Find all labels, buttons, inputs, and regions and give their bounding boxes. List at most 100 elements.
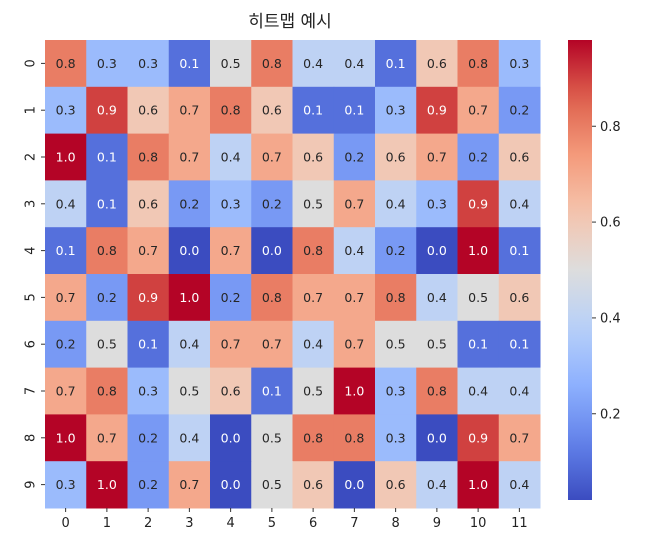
x-tick-label: 9: [433, 516, 441, 531]
heatmap-cell: [168, 461, 211, 509]
heatmap-cell: [416, 461, 458, 509]
cell-value-label: 0.8: [262, 290, 282, 305]
heatmap-cell: [45, 133, 87, 181]
heatmap-cell: [457, 86, 500, 135]
heatmap-cell: [45, 367, 87, 415]
cell-value-label: 0.4: [56, 196, 76, 211]
cell-value-label: 0.4: [344, 56, 364, 71]
heatmap-cell: [333, 227, 376, 275]
cell-value-label: 0.5: [97, 337, 117, 352]
cell-value-label: 0.4: [344, 243, 364, 258]
cell-value-label: 0.1: [468, 337, 488, 352]
heatmap-cell: [251, 274, 293, 322]
cell-value-label: 0.3: [138, 56, 158, 71]
cell-value-label: 0.8: [221, 103, 241, 118]
heatmap-cell: [210, 274, 252, 322]
cell-value-label: 0.6: [427, 56, 447, 71]
colorbar-tick-label: 0.2: [600, 407, 621, 422]
heatmap-cell: [457, 133, 500, 181]
cell-value-label: 0.7: [468, 103, 488, 118]
chart-title: 히트맵 예시: [248, 12, 332, 32]
heatmap-cell: [333, 133, 376, 181]
cell-value-label: 0.2: [468, 150, 488, 165]
y-tick-label: 0: [24, 59, 39, 67]
heatmap-cell: [457, 180, 500, 228]
heatmap-cell: [86, 320, 128, 369]
heatmap-cell: [416, 227, 458, 275]
cell-value-label: 0.4: [509, 384, 529, 399]
cell-value-label: 0.4: [179, 430, 199, 445]
heatmap-cell: [375, 367, 417, 415]
heatmap-cell: [168, 274, 211, 322]
cell-value-label: 0.7: [427, 150, 447, 165]
heatmap-cell: [457, 274, 500, 322]
heatmap-cell: [416, 180, 458, 228]
cell-value-label: 0.5: [427, 337, 447, 352]
heatmap-cell: [333, 414, 376, 462]
heatmap-cell: [375, 40, 417, 88]
heatmap-cell: [457, 461, 500, 509]
heatmap-cell: [45, 320, 87, 369]
heatmap-cell: [292, 40, 335, 88]
cell-value-label: 0.4: [303, 337, 323, 352]
heatmap-cell: [416, 414, 458, 462]
cell-value-label: 0.0: [344, 477, 364, 492]
cell-value-label: 0.6: [386, 150, 406, 165]
cell-value-label: 0.4: [221, 150, 241, 165]
heatmap-cell: [292, 227, 335, 275]
heatmap-cell: [168, 133, 211, 181]
y-tick-label: 4: [24, 246, 39, 254]
cell-value-label: 0.2: [509, 103, 529, 118]
cell-value-label: 0.5: [179, 384, 199, 399]
cell-value-label: 0.3: [386, 430, 406, 445]
heatmap-cell: [127, 414, 170, 462]
cell-value-label: 0.9: [427, 103, 447, 118]
y-tick-label: 6: [24, 340, 39, 348]
heatmap-cell: [333, 367, 376, 415]
heatmap-cell: [168, 86, 211, 135]
cell-value-label: 1.0: [56, 430, 76, 445]
heatmap-cell: [375, 180, 417, 228]
heatmap-cell: [375, 414, 417, 462]
cell-value-label: 0.7: [509, 430, 529, 445]
cell-value-label: 0.8: [97, 384, 117, 399]
heatmap-cell: [86, 86, 128, 135]
cell-value-label: 0.0: [221, 477, 241, 492]
cell-value-label: 0.5: [262, 430, 282, 445]
cell-value-label: 0.5: [386, 337, 406, 352]
heatmap-cell: [498, 461, 541, 509]
heatmap-cell: [375, 320, 417, 369]
cell-value-label: 0.9: [138, 290, 158, 305]
cell-value-label: 0.9: [468, 430, 488, 445]
heatmap-cell: [127, 86, 170, 135]
cell-value-label: 0.1: [262, 384, 282, 399]
heatmap-cell: [375, 461, 417, 509]
cell-value-label: 0.3: [386, 103, 406, 118]
heatmap-cell: [127, 274, 170, 322]
cell-value-label: 0.3: [56, 103, 76, 118]
cell-value-label: 0.6: [386, 477, 406, 492]
heatmap-cell: [333, 461, 376, 509]
cell-value-label: 0.0: [427, 243, 447, 258]
cell-value-label: 0.3: [138, 384, 158, 399]
heatmap-cell: [127, 133, 170, 181]
cell-value-label: 0.5: [221, 56, 241, 71]
cell-value-label: 0.2: [97, 290, 117, 305]
cell-value-label: 0.5: [468, 290, 488, 305]
cell-value-label: 0.6: [509, 150, 529, 165]
cell-value-label: 0.6: [303, 477, 323, 492]
cell-value-label: 1.0: [97, 477, 117, 492]
heatmap-cell: [292, 414, 335, 462]
heatmap-cell: [498, 320, 541, 369]
x-tick-label: 1: [103, 516, 111, 531]
cell-value-label: 0.7: [344, 337, 364, 352]
heatmap-cell: [416, 40, 458, 88]
heatmap-cell: [498, 180, 541, 228]
cell-value-label: 0.7: [179, 477, 199, 492]
heatmap-cell: [127, 461, 170, 509]
cell-value-label: 0.0: [427, 430, 447, 445]
cell-value-label: 0.5: [303, 196, 323, 211]
cell-value-label: 1.0: [468, 243, 488, 258]
cell-value-label: 0.0: [179, 243, 199, 258]
